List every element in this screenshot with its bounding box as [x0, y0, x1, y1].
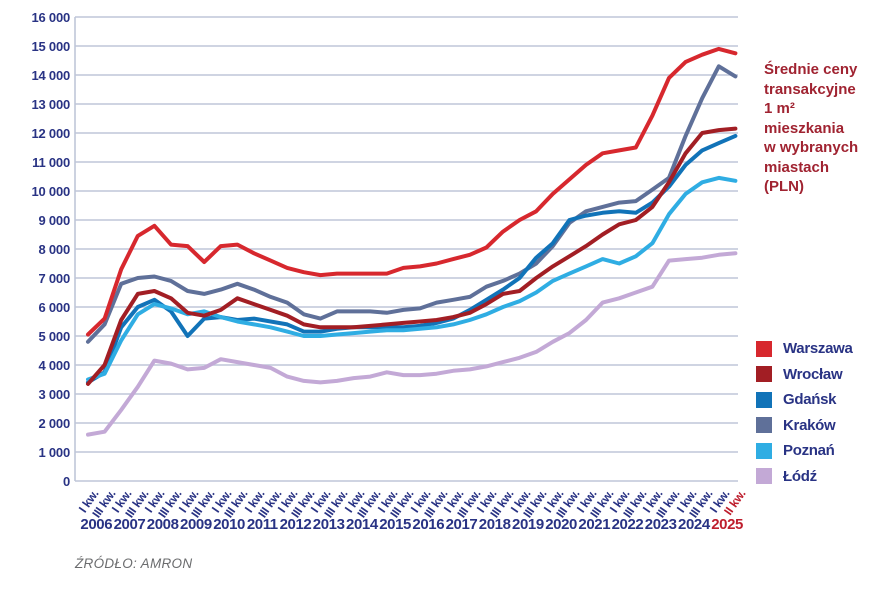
year-label: 2012: [279, 516, 312, 533]
chart-title-line: transakcyjne: [764, 80, 856, 98]
y-axis-label: 1 000: [38, 445, 70, 460]
legend-swatch: [756, 417, 772, 434]
year-label: 2021: [578, 516, 611, 533]
chart-title-line: w wybranych: [764, 139, 859, 156]
legend: Warszawa Wrocław Gdańsk Kraków Poznań Łódź: [756, 336, 868, 489]
year-label: 2007: [113, 516, 146, 533]
y-axis-label: 15 000: [31, 39, 70, 54]
y-axis-label: 4 000: [38, 358, 70, 373]
legend-label: Wrocław: [783, 365, 843, 383]
year-label: 2020: [545, 516, 577, 533]
year-label: 2013: [312, 516, 345, 533]
y-axis-label: 9 000: [38, 213, 70, 228]
legend-item-gdask: Gdańsk: [756, 387, 868, 413]
legend-item-pozna: Poznań: [756, 438, 868, 464]
y-axis-label: 0: [62, 474, 70, 489]
legend-swatch: [756, 391, 772, 408]
y-axis-label: 2 000: [38, 416, 70, 431]
y-axis-label: 10 000: [31, 184, 70, 199]
year-label: 2022: [611, 516, 644, 533]
y-axis-label: 16 000: [31, 10, 70, 25]
series-line-warszawa: [86, 46, 738, 337]
y-axis-label: 5 000: [38, 329, 70, 344]
legend-swatch: [756, 366, 772, 383]
year-label: 2017: [445, 516, 478, 533]
chart-title: Średnie ceny transakcyjne 1 m² mieszkania w…: [764, 60, 869, 197]
y-axis-label: 6 000: [38, 300, 70, 315]
year-label: 2008: [146, 516, 179, 533]
legend-swatch: [756, 340, 772, 357]
legend-item-krakw: Kraków: [756, 413, 868, 439]
y-axis-label: 12 000: [31, 126, 70, 141]
year-label: 2024: [678, 516, 710, 533]
chart-title-line: Średnie ceny: [764, 61, 858, 78]
legend-item-d: Łódź: [756, 464, 868, 490]
year-label: 2006: [80, 516, 113, 533]
y-axis-label: 14 000: [31, 68, 70, 83]
series-line-gdask: [86, 133, 738, 385]
year-label: 2015: [379, 516, 411, 533]
y-axis-label: 13 000: [31, 97, 70, 112]
legend-label: Kraków: [783, 416, 836, 434]
y-axis-label: 7 000: [38, 271, 70, 286]
y-axis-label: 3 000: [38, 387, 70, 402]
legend-swatch: [756, 442, 772, 459]
legend-label: Łódź: [783, 467, 817, 485]
year-label: 2010: [213, 516, 245, 533]
y-axis-label: 11 000: [32, 155, 70, 170]
series-line-krakw: [86, 64, 738, 344]
chart-title-line: (PLN): [764, 178, 804, 195]
chart-title-line: 1 m² mieszkania: [764, 100, 845, 137]
y-axis-label: 8 000: [38, 242, 70, 257]
legend-label: Gdańsk: [783, 391, 837, 409]
year-label: 2014: [346, 516, 378, 533]
year-label: 2016: [412, 516, 445, 533]
legend-swatch: [756, 468, 772, 485]
chart-title-line: miastach: [764, 158, 830, 176]
legend-item-wrocaw: Wrocław: [756, 362, 868, 388]
legend-label: Warszawa: [783, 340, 853, 358]
series-line-wrocaw: [86, 126, 738, 386]
series-line-d: [86, 251, 738, 437]
year-label: 2009: [180, 516, 212, 533]
source-note: ŹRÓDŁO: AMRON: [75, 556, 193, 571]
year-label: 2023: [644, 516, 677, 533]
year-label: 2019: [512, 516, 544, 533]
year-label: 2025: [711, 516, 743, 533]
legend-label: Poznań: [783, 442, 835, 460]
year-label: 2011: [246, 516, 278, 533]
year-label: 2018: [478, 516, 511, 533]
legend-item-warszawa: Warszawa: [756, 336, 868, 362]
